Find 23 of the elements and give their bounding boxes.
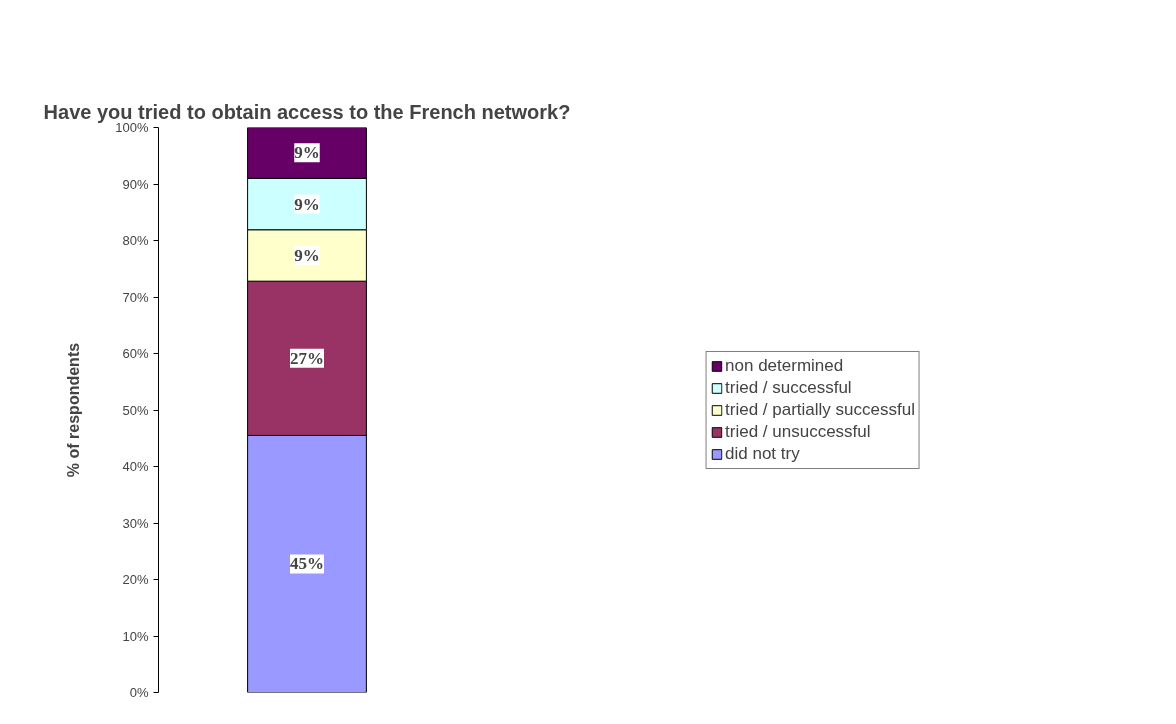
y-tick-label: 100% (115, 120, 149, 135)
legend-label: tried / partially successful (725, 399, 915, 420)
chart-title: Have you tried to obtain access to the French network? (43, 100, 571, 123)
y-tick-label: 20% (122, 572, 149, 587)
y-tick-label: 40% (122, 459, 149, 474)
legend-label: tried / successful (725, 377, 852, 398)
legend-label: tried / unsuccessful (725, 421, 871, 442)
data-label: 27% (290, 348, 324, 368)
y-tick-label: 90% (122, 176, 149, 192)
y-tick-label: 80% (122, 233, 149, 248)
data-label: 9% (294, 245, 320, 265)
y-tick-label: 70% (122, 289, 149, 305)
legend-label: non determined (725, 355, 844, 376)
y-tick-label: 10% (122, 628, 149, 644)
legend-label: did not try (725, 443, 800, 464)
y-tick-label: 50% (122, 402, 149, 418)
data-label: 9% (294, 194, 320, 214)
data-label: 45% (290, 554, 324, 574)
y-tick-label: 30% (122, 515, 149, 531)
data-label: 9% (294, 143, 320, 163)
y-tick-label: 0% (129, 685, 149, 700)
y-axis-title: % of respondents (65, 342, 83, 478)
y-tick-label: 60% (122, 346, 149, 361)
